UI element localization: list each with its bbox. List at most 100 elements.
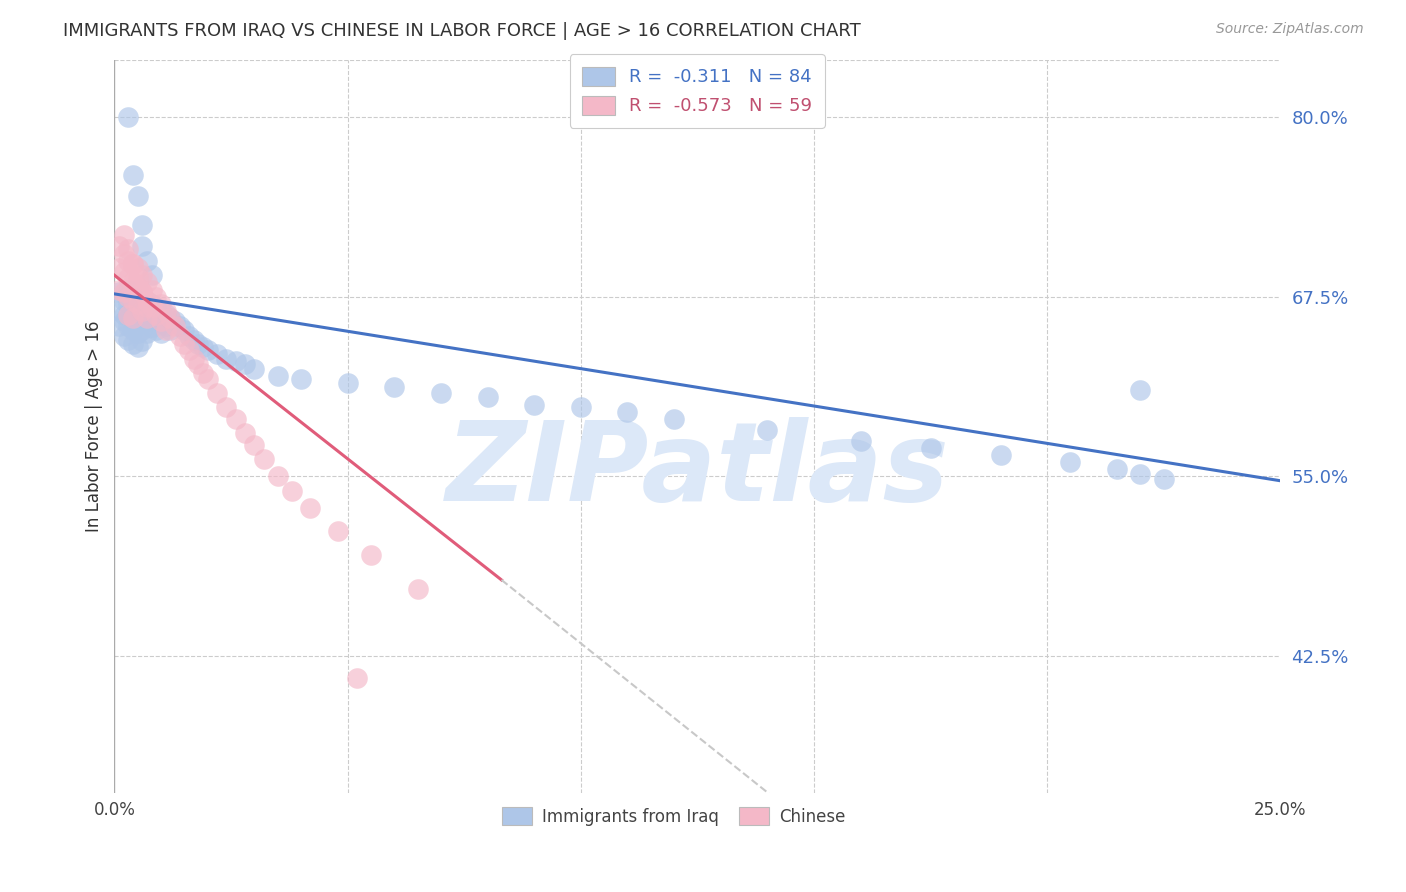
Point (122, 337, 145, 351)
Point (136, 300, 159, 314)
Point (122, 257, 145, 271)
Point (266, 368, 288, 383)
Point (1153, 472, 1175, 486)
Point (173, 337, 195, 351)
Point (141, 268, 163, 283)
Y-axis label: In Labor Force | Age > 16: In Labor Force | Age > 16 (86, 320, 103, 532)
Point (122, 311, 145, 326)
Point (197, 372, 219, 386)
Point (108, 260, 131, 275)
Point (183, 351, 205, 366)
Point (205, 347, 228, 361)
Point (127, 340, 149, 354)
Point (243, 438, 266, 452)
Point (117, 290, 139, 304)
Point (150, 304, 173, 318)
Point (225, 412, 247, 426)
Point (122, 300, 145, 314)
Point (127, 304, 149, 318)
Point (117, 309, 139, 323)
Point (136, 304, 159, 318)
Point (159, 311, 181, 326)
Point (117, 283, 139, 297)
Point (849, 434, 872, 448)
Point (155, 318, 177, 333)
Point (346, 671, 368, 685)
Point (131, 285, 153, 300)
Point (112, 294, 135, 309)
Point (328, 524, 350, 538)
Point (299, 501, 322, 516)
Point (990, 448, 1012, 462)
Point (141, 309, 163, 323)
Point (382, 380, 405, 394)
Point (127, 189, 149, 203)
Point (131, 268, 153, 283)
Point (191, 366, 214, 380)
Point (155, 323, 177, 337)
Point (477, 390, 499, 404)
Point (122, 257, 145, 271)
Point (112, 227, 135, 242)
Point (141, 283, 163, 297)
Point (131, 304, 153, 318)
Legend: Immigrants from Iraq, Chinese: Immigrants from Iraq, Chinese (492, 797, 856, 836)
Point (122, 168, 145, 182)
Point (112, 285, 135, 300)
Point (569, 401, 592, 415)
Point (131, 300, 153, 314)
Point (136, 314, 159, 328)
Point (112, 265, 135, 279)
Point (136, 294, 159, 309)
Point (360, 549, 382, 563)
Point (233, 426, 256, 441)
Point (127, 297, 149, 311)
Point (169, 318, 191, 333)
Point (141, 300, 163, 314)
Point (112, 328, 135, 343)
Point (127, 271, 149, 285)
Point (112, 309, 135, 323)
Point (243, 361, 266, 376)
Point (127, 326, 149, 340)
Point (145, 309, 167, 323)
Point (122, 323, 145, 337)
Point (169, 328, 191, 343)
Point (280, 483, 302, 498)
Point (1107, 462, 1129, 476)
Point (197, 343, 219, 357)
Point (141, 297, 163, 311)
Point (233, 357, 256, 371)
Point (131, 323, 153, 337)
Point (150, 314, 173, 328)
Point (131, 290, 153, 304)
Point (155, 304, 177, 318)
Point (187, 337, 209, 351)
Point (117, 110, 139, 124)
Point (117, 271, 139, 285)
Point (155, 307, 177, 321)
Point (430, 386, 453, 401)
Point (131, 285, 153, 300)
Point (127, 314, 149, 328)
Point (108, 239, 131, 253)
Text: ZIPatlas: ZIPatlas (446, 417, 949, 524)
Point (662, 412, 685, 426)
Point (177, 328, 200, 343)
Point (523, 398, 546, 412)
Point (150, 326, 173, 340)
Point (336, 376, 359, 390)
Point (131, 334, 153, 349)
Point (290, 372, 312, 386)
Point (127, 294, 149, 309)
Point (122, 290, 145, 304)
Point (141, 320, 163, 334)
Point (406, 582, 429, 596)
Point (117, 243, 139, 257)
Point (136, 294, 159, 309)
Point (131, 218, 153, 232)
Point (163, 314, 186, 328)
Point (145, 323, 167, 337)
Point (131, 239, 153, 253)
Point (112, 246, 135, 260)
